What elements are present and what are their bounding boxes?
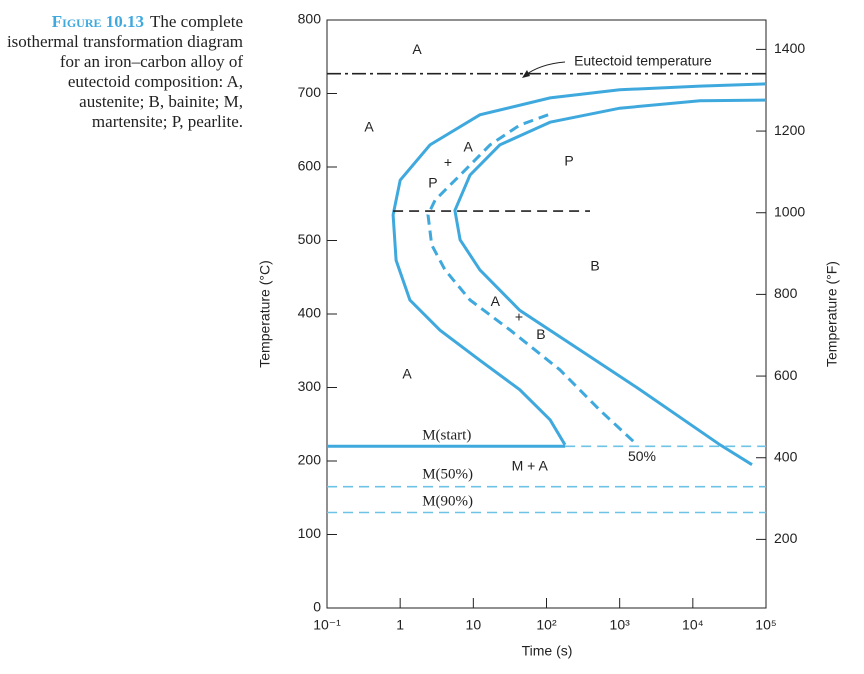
annotation: A [364,119,374,135]
x-tick-label: 10⁵ [755,617,776,633]
arrow-head [522,70,530,78]
annotation: + [444,154,452,170]
annotation: B [536,326,545,342]
y-tick-label: 0 [313,599,321,615]
caption: Figure 10.13 The complete isothermal tran… [0,12,243,132]
y2-tick-label: 1000 [774,203,805,219]
x-tick-label: 10² [536,617,557,633]
y2-tick-label: 600 [774,367,798,383]
annotation: M(50%) [422,466,473,482]
curve [391,82,767,446]
annotation: P [564,153,573,169]
caption-label: Figure 10.13 [51,12,144,31]
annotation: A [412,41,422,57]
caption-text: The complete isothermal transformation d… [6,12,243,131]
y-tick-label: 100 [298,525,322,541]
annotation: + [515,308,523,324]
plot-frame [326,19,767,609]
annotation: A [463,139,473,155]
annotation: M + A [512,458,549,474]
annotation: A [491,293,501,309]
y-tick-label: 200 [298,452,322,468]
y-tick-label: 500 [298,231,322,247]
curve [426,113,639,446]
y-tick-label: 700 [298,84,322,100]
x-tick-label: 1 [396,617,404,633]
annotation: M(start) [422,427,471,443]
curve [453,98,767,466]
y-tick-label: 300 [298,378,322,394]
y-tick-label: 600 [298,158,322,174]
annotation: Eutectoid temperature [574,53,712,69]
y2-tick-label: 800 [774,285,798,301]
y-tick-label: 400 [298,305,322,321]
annotation: 50% [628,448,656,464]
y-axis-label: Temperature (°C) [257,260,273,368]
x-tick-label: 10⁻¹ [313,617,341,633]
y2-tick-label: 400 [774,448,798,464]
y2-tick-label: 200 [774,530,798,546]
y2-tick-label: 1400 [774,40,805,56]
y-tick-label: 800 [298,11,322,27]
annotation: P [428,175,437,191]
x-tick-label: 10⁴ [682,617,704,633]
annotation: M(90%) [422,494,473,510]
x-tick-label: 10³ [610,617,631,633]
y2-tick-label: 1200 [774,122,805,138]
annotation: A [402,366,412,382]
y2-axis-label: Temperature (°F) [824,261,840,367]
x-tick-label: 10 [466,617,482,633]
x-axis-label: Time (s) [522,643,573,659]
annotation: B [590,258,599,274]
